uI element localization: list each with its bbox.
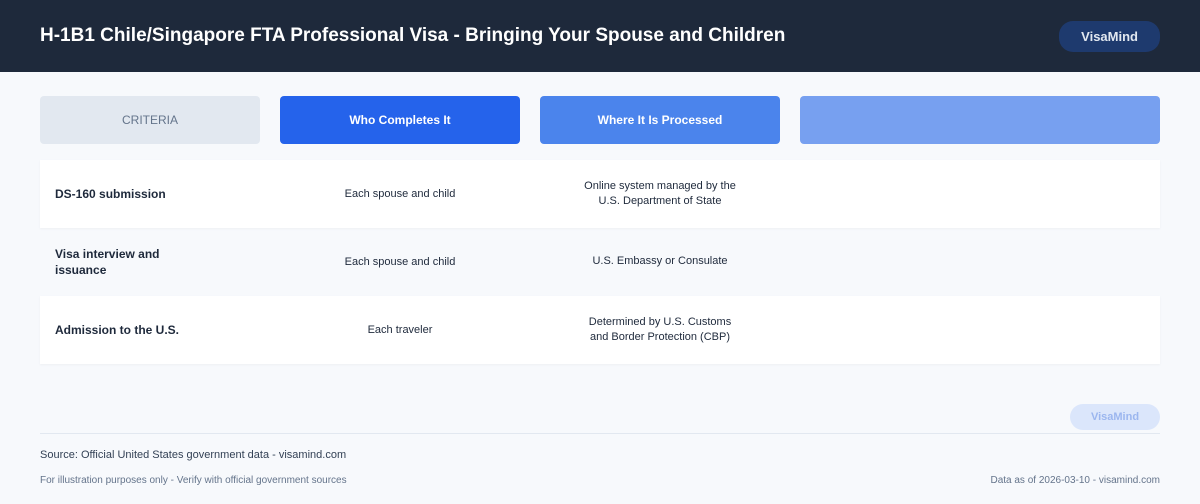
table-row: Admission to the U.S. Each traveler Dete…	[40, 296, 1160, 364]
table-row: Visa interview and issuance Each spouse …	[40, 228, 1160, 296]
where-cell: Determined by U.S. Customs and Border Pr…	[588, 315, 732, 344]
table-body: DS-160 submission Each spouse and child …	[40, 160, 1160, 364]
column-header-empty	[800, 96, 1160, 144]
column-header-criteria: CRITERIA	[40, 96, 260, 144]
who-cell: Each spouse and child	[344, 188, 456, 200]
table-header: CRITERIA Who Completes It Where It Is Pr…	[40, 96, 1160, 144]
page-title: H-1B1 Chile/Singapore FTA Professional V…	[40, 25, 786, 46]
where-cell: U.S. Embassy or Consulate	[592, 255, 728, 268]
column-header-who: Who Completes It	[280, 96, 520, 144]
divider	[40, 433, 1160, 434]
watermark-badge: VisaMind	[1070, 404, 1160, 430]
criteria-cell: Admission to the U.S.	[55, 323, 180, 337]
data-as-of-text: Data as of 2026-03-10 - visamind.com	[990, 475, 1160, 486]
header: H-1B1 Chile/Singapore FTA Professional V…	[0, 0, 1200, 72]
disclaimer-text: For illustration purposes only - Verify …	[40, 475, 347, 486]
who-cell: Each spouse and child	[344, 256, 456, 268]
where-cell: Online system managed by the U.S. Depart…	[584, 179, 736, 208]
criteria-cell: DS-160 submission	[55, 187, 166, 201]
who-cell: Each traveler	[367, 324, 433, 336]
criteria-cell: Visa interview and issuance	[55, 247, 160, 277]
source-text: Source: Official United States governmen…	[40, 449, 347, 461]
column-header-where: Where It Is Processed	[540, 96, 780, 144]
brand-badge[interactable]: VisaMind	[1059, 20, 1160, 52]
table-row: DS-160 submission Each spouse and child …	[40, 160, 1160, 228]
